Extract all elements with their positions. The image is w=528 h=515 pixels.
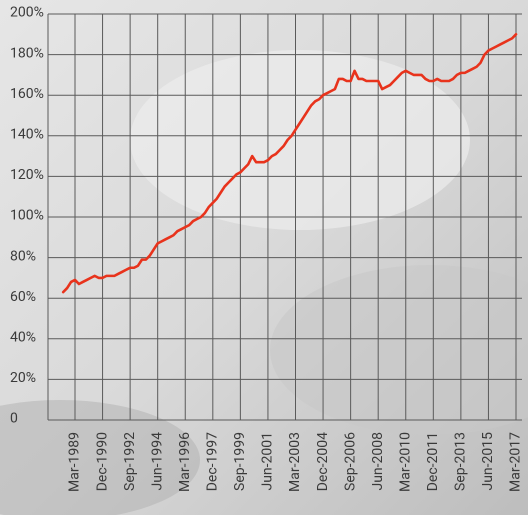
data-line [61,33,518,294]
y-tick-label: 100% [10,208,44,224]
y-tick-label: 180% [10,45,44,61]
x-tick-label: Jun-2015 [480,432,496,491]
x-tick-label: Mar-2010 [397,432,413,492]
coin-decoration [270,265,528,435]
plot-area: 0 20% 40% 60% 80% 100% 120% 140% 160% 180% 200% Mar… [10,5,524,492]
x-tick-label: Mar-2017 [508,432,524,492]
x-tick-label: Mar-2003 [287,432,303,492]
y-tick-label: 140% [10,127,44,143]
coin-decoration [130,50,470,230]
x-tick-label: Jun-1994 [149,432,165,491]
x-tick-label: Mar-1996 [177,432,193,492]
y-tick-label: 40% [10,330,36,346]
x-tick-label: Mar-1989 [67,432,83,492]
y-tick-label: 0 [10,411,18,427]
y-tick-label: 20% [10,370,36,386]
y-tick-label: 160% [10,86,44,102]
x-tick-label: Jun-2008 [370,432,386,491]
y-tick-label: 80% [10,248,36,264]
coin-decoration [0,400,200,515]
y-tick-label: 60% [10,289,36,305]
x-tick-label: Sep-2006 [342,432,358,491]
y-tick-label: 200% [10,5,44,21]
y-tick-label: 120% [10,167,44,183]
x-tick-label: Dec-2004 [315,432,331,491]
x-tick-label: Sep-1992 [122,432,138,491]
x-tick-label: Dec-1990 [94,432,110,491]
x-tick-label: Sep-1999 [232,432,248,491]
x-tick-label: Dec-1997 [205,432,221,491]
x-tick-label: Dec-2011 [425,432,441,491]
x-tick-label: Sep-2013 [453,432,469,491]
x-tick-label: Jun-2001 [260,432,276,491]
